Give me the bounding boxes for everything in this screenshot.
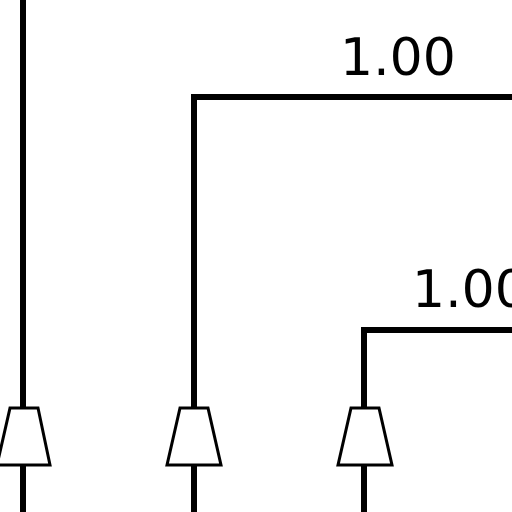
upper-branch-wire [191,94,512,410]
upper-branch-label: 1.00 [340,28,456,88]
right-tip-symbol [336,406,394,467]
lower-branch-wire [361,327,512,410]
middle-tip-symbol [165,406,223,467]
left-tip-symbol [0,406,52,467]
lower-branch-label: 1.00 [412,260,512,320]
